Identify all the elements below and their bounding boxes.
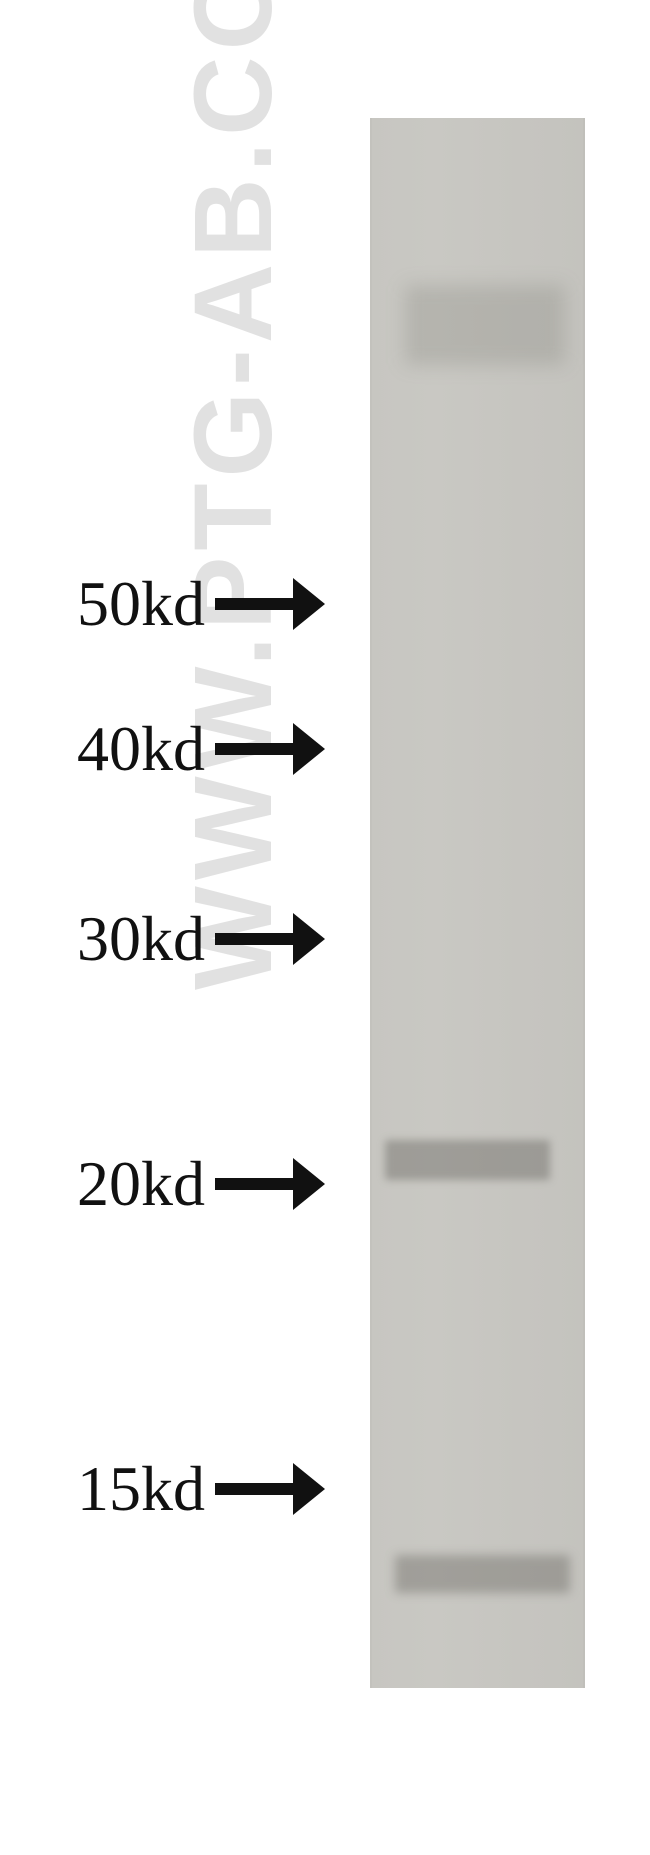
band-21kd xyxy=(385,1140,550,1180)
arrow-right-icon xyxy=(215,913,325,965)
arrow-shaft xyxy=(215,1178,297,1190)
arrow-head xyxy=(293,1158,325,1210)
marker-label: 40kd xyxy=(0,712,205,786)
watermark-text: WWW.PTG-AB.COM xyxy=(170,0,297,990)
marker-label: 20kd xyxy=(0,1147,205,1221)
arrow-right-icon xyxy=(215,723,325,775)
arrow-right-icon xyxy=(215,578,325,630)
arrow-shaft xyxy=(215,1483,297,1495)
marker-label: 15kd xyxy=(0,1452,205,1526)
band-60kd xyxy=(405,285,565,365)
arrow-right-icon xyxy=(215,1463,325,1515)
arrow-head xyxy=(293,723,325,775)
figure-container: WWW.PTG-AB.COM 50kd 40kd 30kd 20kd 15kd xyxy=(0,0,650,1855)
arrow-head xyxy=(293,913,325,965)
arrow-head xyxy=(293,1463,325,1515)
marker-50kd: 50kd xyxy=(0,567,325,641)
arrow-head xyxy=(293,578,325,630)
marker-30kd: 30kd xyxy=(0,902,325,976)
arrow-shaft xyxy=(215,933,297,945)
marker-label: 50kd xyxy=(0,567,205,641)
marker-40kd: 40kd xyxy=(0,712,325,786)
marker-15kd: 15kd xyxy=(0,1452,325,1526)
marker-label: 30kd xyxy=(0,902,205,976)
marker-20kd: 20kd xyxy=(0,1147,325,1221)
western-blot-lane xyxy=(370,118,585,1688)
arrow-shaft xyxy=(215,743,297,755)
arrow-right-icon xyxy=(215,1158,325,1210)
band-14kd xyxy=(395,1555,570,1593)
arrow-shaft xyxy=(215,598,297,610)
